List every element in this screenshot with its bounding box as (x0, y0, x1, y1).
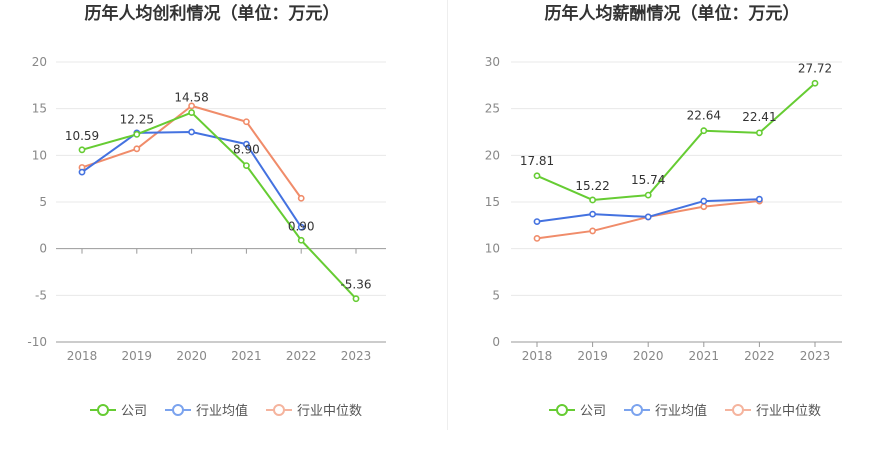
data-point (78, 168, 86, 176)
series-line (81, 104, 303, 199)
legend-swatch-marker (556, 404, 568, 416)
legend-item: 公司 (549, 404, 606, 419)
y-tick-label: 10 (32, 148, 47, 162)
y-tick-label: 20 (485, 148, 500, 162)
x-tick-label: 2019 (122, 349, 153, 363)
x-tick-label: 2023 (800, 349, 831, 363)
legend-label: 公司 (580, 404, 606, 419)
legend-swatch-marker (631, 404, 643, 416)
series-line (81, 131, 303, 228)
data-label: 15.74 (631, 173, 665, 187)
legend-label: 行业均值 (196, 403, 248, 419)
data-point (242, 118, 250, 126)
data-point (297, 236, 305, 244)
series-line (536, 82, 816, 201)
legend: 公司 行业均值 行业中位数 (549, 403, 821, 419)
legend-label: 行业中位数 (297, 404, 362, 419)
y-tick-label: 15 (32, 102, 47, 116)
legend-swatch-marker (97, 404, 109, 416)
chart-title: 历年人均创利情况（单位：万元） (85, 3, 340, 24)
legend-item: 行业均值 (165, 403, 248, 419)
y-tick-label: 30 (485, 55, 500, 69)
chart-title: 历年人均薪酬情况（单位：万元） (545, 3, 800, 24)
data-point (242, 140, 250, 148)
data-point (811, 79, 819, 87)
x-tick-label: 2020 (633, 349, 664, 363)
y-tick-label: 20 (32, 55, 47, 69)
data-point (589, 196, 596, 204)
legend-item: 公司 (90, 404, 147, 419)
data-point (644, 191, 652, 199)
y-tick-label: -10 (27, 335, 47, 349)
x-tick-label: 2020 (176, 349, 207, 363)
x-tick-label: 2022 (744, 349, 775, 363)
data-point (756, 129, 763, 137)
data-point (700, 197, 708, 205)
legend-item: 行业中位数 (725, 404, 821, 419)
data-point (352, 295, 360, 303)
y-tick-label: 5 (492, 288, 500, 302)
data-point (297, 194, 305, 202)
data-label: -5.36 (340, 278, 371, 292)
data-point (78, 146, 86, 154)
legend-item: 行业均值 (624, 403, 707, 419)
x-tick-label: 2023 (341, 349, 372, 363)
data-label: 0.90 (288, 219, 315, 233)
data-point (188, 128, 195, 136)
data-point (188, 109, 195, 116)
chart-1: 历年人均创利情况（单位：万元） -10 -5 0 5 10 15 20 2018 2019 2020… (27, 3, 386, 419)
data-label: 22.41 (742, 110, 776, 124)
chart-2: 历年人均薪酬情况（单位：万元） 0 5 10 15 20 25 30 2018 2019 2020 2… (485, 3, 842, 419)
data-point (297, 223, 305, 231)
y-tick-label: 10 (485, 242, 500, 256)
data-label: 14.58 (174, 91, 208, 105)
data-point (533, 218, 541, 225)
data-point (533, 234, 541, 242)
data-point (644, 213, 652, 221)
panel-divider (447, 0, 448, 430)
legend-swatch-marker (172, 404, 184, 416)
data-point (756, 195, 763, 203)
data-point (133, 145, 141, 153)
y-tick-label: 5 (39, 195, 47, 209)
legend-label: 行业均值 (655, 403, 707, 419)
data-label: 22.64 (687, 109, 721, 123)
data-label: 8.90 (233, 143, 260, 157)
y-tick-label: 0 (39, 242, 47, 256)
data-point (589, 227, 596, 235)
x-tick-label: 2018 (67, 349, 98, 363)
data-label: 15.22 (575, 179, 609, 193)
legend-label: 公司 (121, 404, 147, 419)
x-tick-label: 2021 (231, 349, 262, 363)
series-line (81, 111, 357, 300)
data-point (533, 172, 541, 180)
data-label: 27.72 (798, 61, 832, 75)
x-tick-label: 2018 (522, 349, 553, 363)
data-point (133, 130, 141, 138)
legend-swatch-marker (273, 404, 285, 416)
data-label: 12.25 (120, 112, 154, 126)
x-tick-label: 2019 (577, 349, 608, 363)
data-label: 17.81 (520, 154, 554, 168)
data-point (589, 210, 596, 218)
data-point (242, 162, 250, 169)
x-tick-label: 2021 (689, 349, 720, 363)
y-tick-label: 15 (485, 195, 500, 209)
y-tick-label: 25 (485, 102, 500, 116)
legend: 公司 行业均值 行业中位数 (90, 403, 362, 419)
data-label: 10.59 (65, 129, 99, 143)
y-tick-label: -5 (35, 288, 47, 302)
data-point (188, 102, 195, 110)
legend-item: 行业中位数 (266, 404, 362, 419)
x-tick-label: 2022 (286, 349, 317, 363)
data-point (700, 203, 708, 211)
legend-swatch-marker (732, 404, 744, 416)
y-tick-label: 0 (492, 335, 500, 349)
data-point (700, 127, 708, 135)
legend-label: 行业中位数 (756, 404, 821, 419)
